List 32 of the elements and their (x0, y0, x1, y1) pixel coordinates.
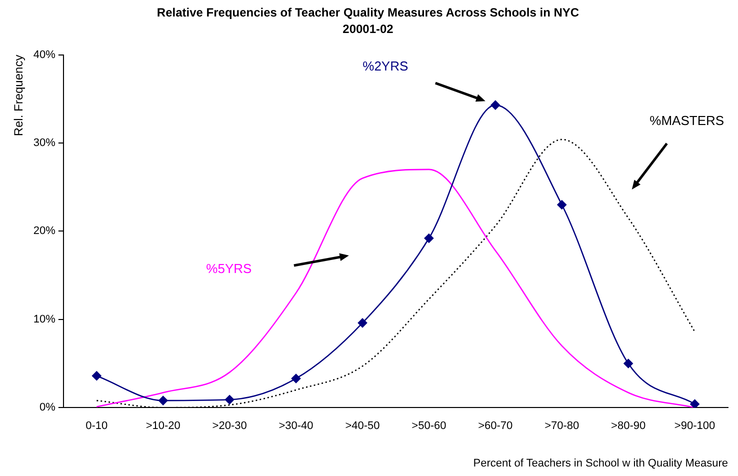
y-tick-label: 10% (33, 313, 56, 326)
x-tick-label: >70-80 (544, 420, 580, 432)
point (490, 100, 500, 110)
text: %MASTERS (650, 113, 724, 128)
text: %5YRS (206, 261, 252, 276)
x-tick-label: >90-100 (674, 420, 716, 432)
point (557, 200, 567, 210)
x-tick-label: >20-30 (212, 420, 247, 432)
point (624, 358, 633, 368)
y-tick-label: 40% (33, 48, 56, 61)
y-tick-label: 30% (33, 137, 56, 150)
point (358, 318, 368, 328)
y-axis-title: Rel. Frequency (12, 54, 26, 136)
x-tick-label: >80-90 (611, 420, 646, 432)
x-tick-label: >50-60 (412, 420, 446, 432)
x-tick-label: >60-70 (478, 420, 513, 432)
point (291, 374, 301, 384)
x-tick-label: >10-20 (146, 420, 180, 432)
y-tick-label: 20% (33, 225, 56, 238)
point (224, 395, 234, 404)
y-tick-label: 0% (40, 402, 56, 414)
point (424, 234, 434, 243)
point (92, 371, 102, 380)
point (158, 396, 168, 406)
x-tick-label: >40-50 (345, 420, 380, 432)
point (690, 399, 700, 408)
x-tick-label: >30-40 (278, 420, 314, 432)
text: %2YRS (362, 58, 408, 74)
chart-title: Relative Frequencies of Teacher Quality Measures Across Schools in NYC (156, 6, 580, 20)
x-tick-label: 0-10 (86, 420, 108, 432)
chart-subtitle: 20001-02 (342, 22, 394, 36)
x-axis-title: Percent of Teachers in School w ith Quality Measure (473, 457, 728, 470)
